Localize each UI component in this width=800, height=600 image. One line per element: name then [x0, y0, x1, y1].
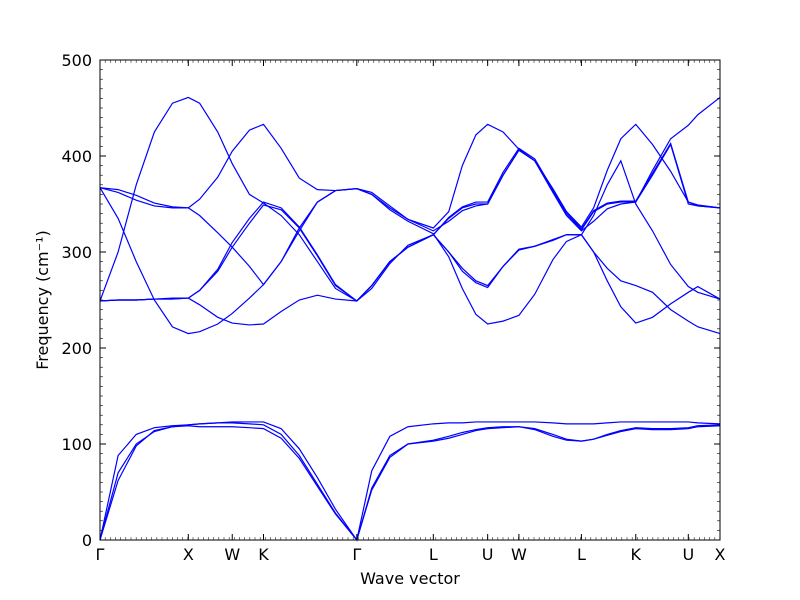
- band-line-10: [99, 142, 721, 302]
- x-tick-label: X: [183, 545, 194, 564]
- band-line-1: [99, 422, 721, 542]
- band-line-6: [99, 96, 721, 286]
- x-tick-label: L: [429, 545, 438, 564]
- x-tick-label: U: [482, 545, 494, 564]
- y-tick-label: 400: [61, 147, 92, 166]
- x-tick-label: K: [258, 545, 269, 564]
- plot-lines: [99, 96, 721, 542]
- band-line-4: [99, 96, 721, 302]
- x-tick-label: Γ: [352, 545, 361, 564]
- y-axis-label: Frequency (cm⁻¹): [33, 230, 52, 369]
- x-tick-label: W: [224, 545, 240, 564]
- x-tick-label: U: [682, 545, 694, 564]
- y-tick-label: 200: [61, 339, 92, 358]
- band-line-5: [99, 123, 721, 229]
- x-axis-label: Wave vector: [360, 569, 460, 588]
- y-tick-label: 0: [82, 531, 92, 550]
- y-axis: 0 100 200 300 400 500: [61, 51, 720, 550]
- band-line-2: [99, 424, 721, 542]
- band-line-3: [99, 421, 721, 542]
- y-tick-label: 500: [61, 51, 92, 70]
- x-tick-label: X: [715, 545, 726, 564]
- x-tick-label: L: [577, 545, 586, 564]
- x-tick-label: W: [511, 545, 527, 564]
- band-line-7: [99, 187, 721, 335]
- band-line-8: [99, 234, 721, 335]
- y-tick-label: 300: [61, 243, 92, 262]
- y-tick-label: 100: [61, 435, 92, 454]
- x-tick-label: K: [631, 545, 642, 564]
- x-tick-label: Γ: [96, 545, 105, 564]
